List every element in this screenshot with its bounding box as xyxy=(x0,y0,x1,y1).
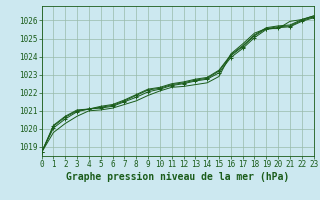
X-axis label: Graphe pression niveau de la mer (hPa): Graphe pression niveau de la mer (hPa) xyxy=(66,172,289,182)
